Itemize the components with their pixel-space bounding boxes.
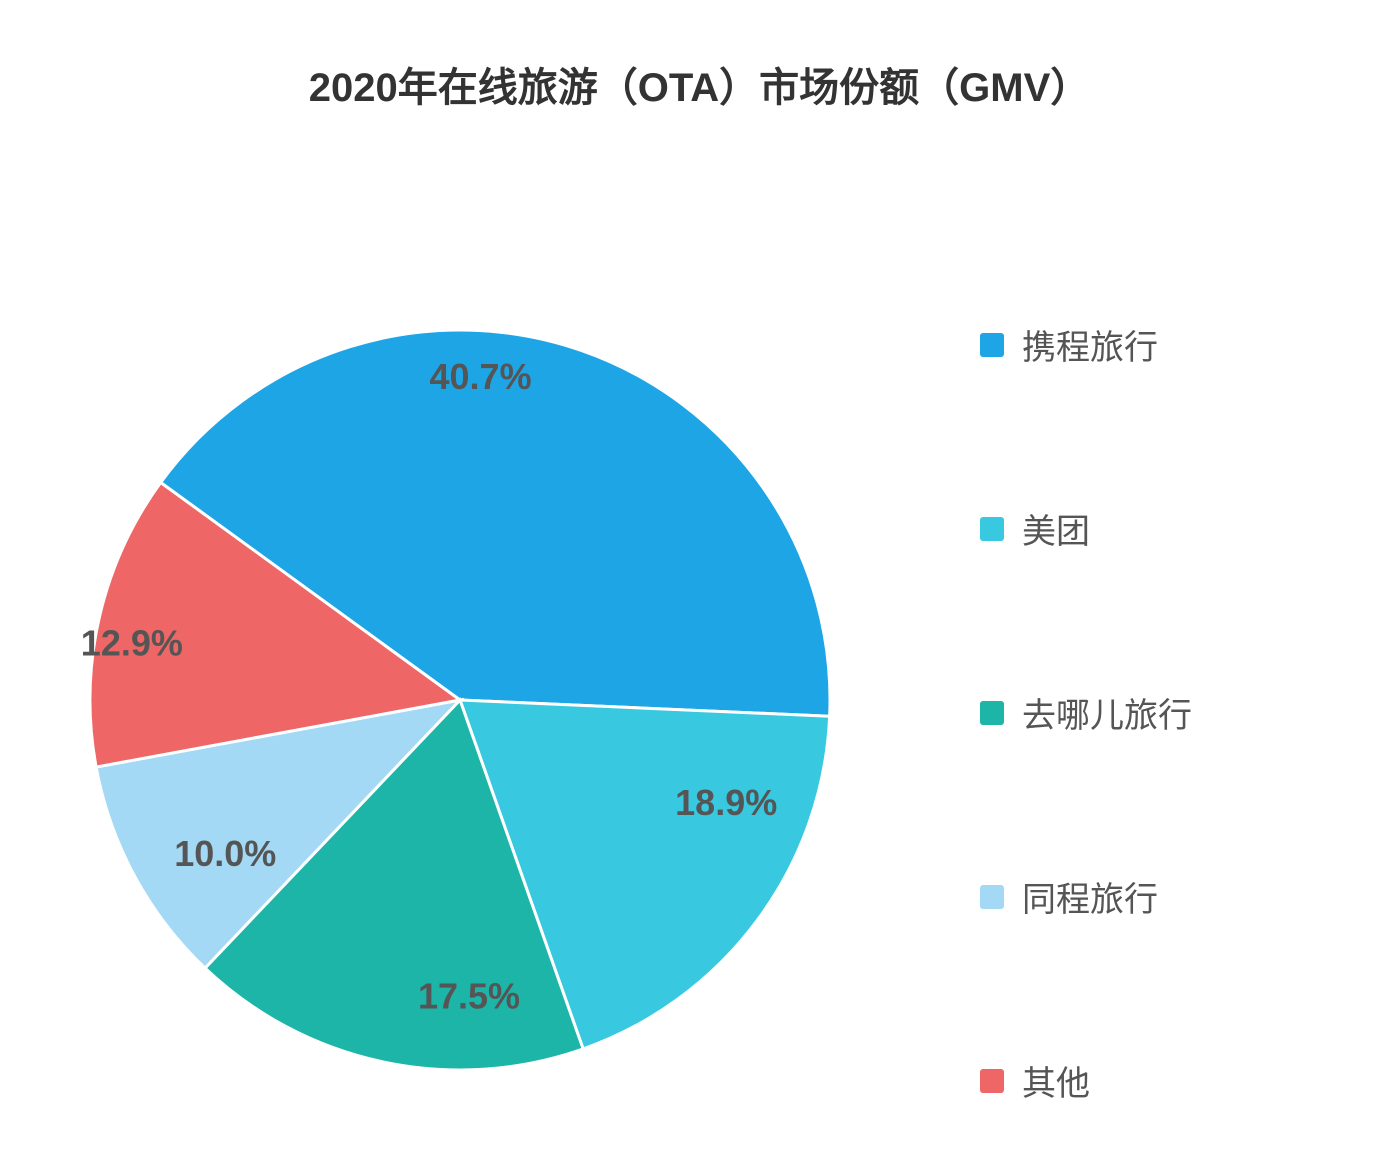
pie-slice-label: 18.9% <box>675 782 777 823</box>
legend-label: 同程旅行 <box>1022 872 1158 921</box>
pie-slice-label: 10.0% <box>174 833 276 874</box>
legend-swatch <box>980 517 1004 541</box>
legend-label: 去哪儿旅行 <box>1022 688 1192 737</box>
legend-label: 其他 <box>1022 1056 1090 1105</box>
legend-swatch <box>980 1069 1004 1093</box>
legend-item: 同程旅行 <box>980 872 1192 921</box>
legend-item: 美团 <box>980 504 1192 553</box>
legend-label: 携程旅行 <box>1022 320 1158 369</box>
legend-swatch <box>980 333 1004 357</box>
legend-item: 去哪儿旅行 <box>980 688 1192 737</box>
legend-swatch <box>980 701 1004 725</box>
legend-label: 美团 <box>1022 504 1090 553</box>
legend-swatch <box>980 885 1004 909</box>
pie-slice-label: 12.9% <box>81 622 183 663</box>
pie-slice-label: 40.7% <box>430 356 532 397</box>
chart-legend: 携程旅行美团去哪儿旅行同程旅行其他 <box>980 320 1192 1105</box>
legend-item: 携程旅行 <box>980 320 1192 369</box>
legend-item: 其他 <box>980 1056 1192 1105</box>
pie-slice-label: 17.5% <box>418 975 520 1016</box>
